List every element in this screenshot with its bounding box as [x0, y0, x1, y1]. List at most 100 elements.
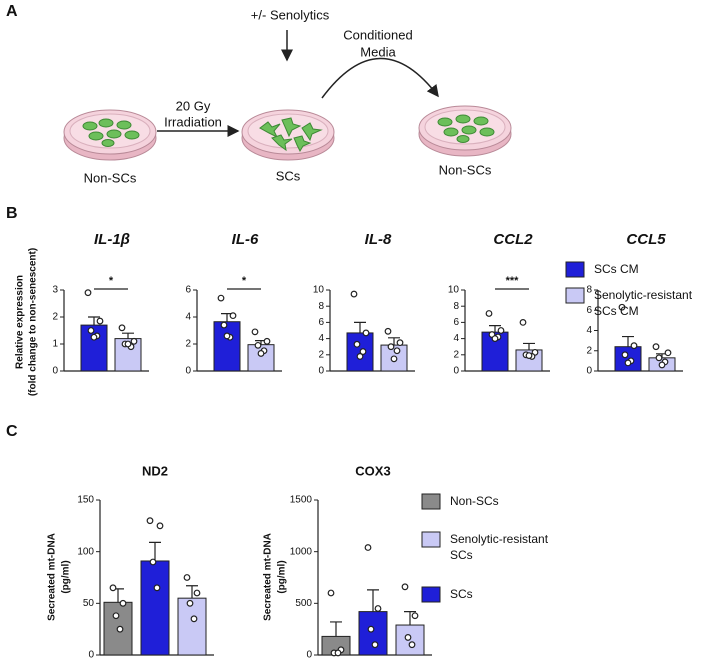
data-point: [96, 317, 104, 325]
y-tick-label: 6: [318, 317, 324, 328]
data-point: [124, 340, 132, 348]
dish: [241, 109, 335, 161]
y-axis-label: Secreated mt-DNA: [47, 533, 58, 621]
data-point: [116, 625, 124, 633]
chart-title: COX3: [355, 463, 390, 478]
data-point: [664, 349, 672, 357]
error-bar: [489, 325, 501, 333]
data-point: [254, 341, 262, 349]
chart-title: CCL5: [626, 231, 666, 248]
y-tick-label: 4: [586, 325, 592, 336]
legend-swatch: [565, 261, 585, 278]
chart-title: IL-8: [365, 231, 392, 248]
data-point: [84, 289, 92, 297]
panel-label: A: [6, 3, 18, 20]
legend-label: Non-SCs: [450, 494, 499, 508]
data-point: [251, 328, 259, 336]
data-point: [367, 625, 375, 633]
bar: [177, 597, 207, 656]
diagram-text: Irradiation: [164, 114, 222, 129]
data-point: [257, 350, 265, 357]
data-point: [263, 337, 271, 345]
y-tick-label: 0: [586, 366, 592, 377]
diagram-text: +/- Senolytics: [251, 7, 330, 22]
chart-title: IL-6: [232, 231, 259, 248]
y-axis-label: (pg/ml): [61, 560, 72, 593]
y-tick-label: 1000: [290, 546, 313, 557]
error-bar: [523, 342, 535, 350]
y-tick-label: 8: [586, 285, 592, 296]
data-point: [109, 584, 117, 592]
chart-title: ND2: [142, 463, 168, 478]
y-tick-label: 2: [318, 349, 324, 360]
bar: [614, 346, 642, 372]
data-point: [408, 641, 416, 649]
y-tick-label: 0: [52, 366, 58, 377]
data-point: [223, 332, 231, 340]
y-tick-label: 0: [185, 366, 191, 377]
bar: [213, 321, 241, 372]
y-tick-label: 0: [318, 366, 324, 377]
y-axis-label: (pg/ml): [277, 560, 288, 593]
error-bar: [330, 621, 342, 637]
legend-label: SCs CM: [594, 304, 639, 318]
legend-swatch: [421, 586, 441, 603]
data-point: [525, 352, 533, 360]
error-bar: [622, 335, 634, 347]
panel-label: B: [6, 205, 18, 222]
data-point: [401, 583, 409, 591]
panel-label: C: [6, 423, 18, 440]
y-axis-label: Relative expression: [15, 275, 26, 369]
y-tick-label: 6: [185, 285, 191, 296]
data-point: [356, 353, 364, 360]
data-point: [485, 310, 493, 317]
data-point: [618, 303, 626, 311]
data-point: [90, 333, 98, 341]
data-point: [156, 522, 164, 530]
arrow: [321, 57, 439, 99]
y-tick-label: 4: [185, 312, 191, 323]
error-bar: [354, 321, 366, 333]
data-point: [384, 327, 392, 335]
bar: [358, 611, 388, 656]
diagram-text: Non-SCs: [84, 170, 137, 185]
error-bar: [404, 611, 416, 626]
data-point: [146, 517, 154, 525]
y-tick-label: 0: [306, 650, 312, 661]
error-bar: [186, 585, 198, 599]
error-bar: [388, 337, 400, 346]
data-point: [371, 641, 379, 649]
legend-swatch: [565, 287, 585, 304]
data-point: [624, 359, 632, 367]
legend-label: SCs: [450, 587, 473, 601]
error-bar: [367, 589, 379, 612]
data-point: [220, 321, 228, 329]
data-point: [112, 612, 120, 620]
y-tick-label: 8: [453, 301, 459, 312]
chart-title: CCL2: [493, 231, 533, 248]
y-tick-label: 8: [318, 301, 324, 312]
y-tick-label: 2: [453, 349, 459, 360]
diagram-text: Media: [360, 44, 396, 59]
y-tick-label: 50: [83, 598, 95, 609]
data-point: [217, 294, 225, 302]
significance: *: [109, 275, 114, 287]
data-point: [87, 327, 95, 334]
y-axis-label: Secreated mt-DNA: [263, 533, 274, 621]
error-bar: [149, 541, 161, 561]
diagram-text: 20 Gy: [176, 98, 211, 113]
bar: [80, 324, 108, 372]
y-tick-label: 6: [586, 305, 592, 316]
data-point: [350, 290, 358, 298]
y-tick-label: 6: [453, 317, 459, 328]
data-point: [374, 605, 382, 612]
diagram-text: Conditioned: [343, 27, 412, 42]
data-point: [393, 347, 401, 355]
y-tick-label: 2: [185, 339, 191, 350]
data-point: [153, 584, 161, 592]
y-tick-label: 4: [453, 333, 459, 344]
significance: ***: [506, 275, 520, 287]
data-point: [630, 342, 638, 350]
data-point: [655, 354, 663, 362]
